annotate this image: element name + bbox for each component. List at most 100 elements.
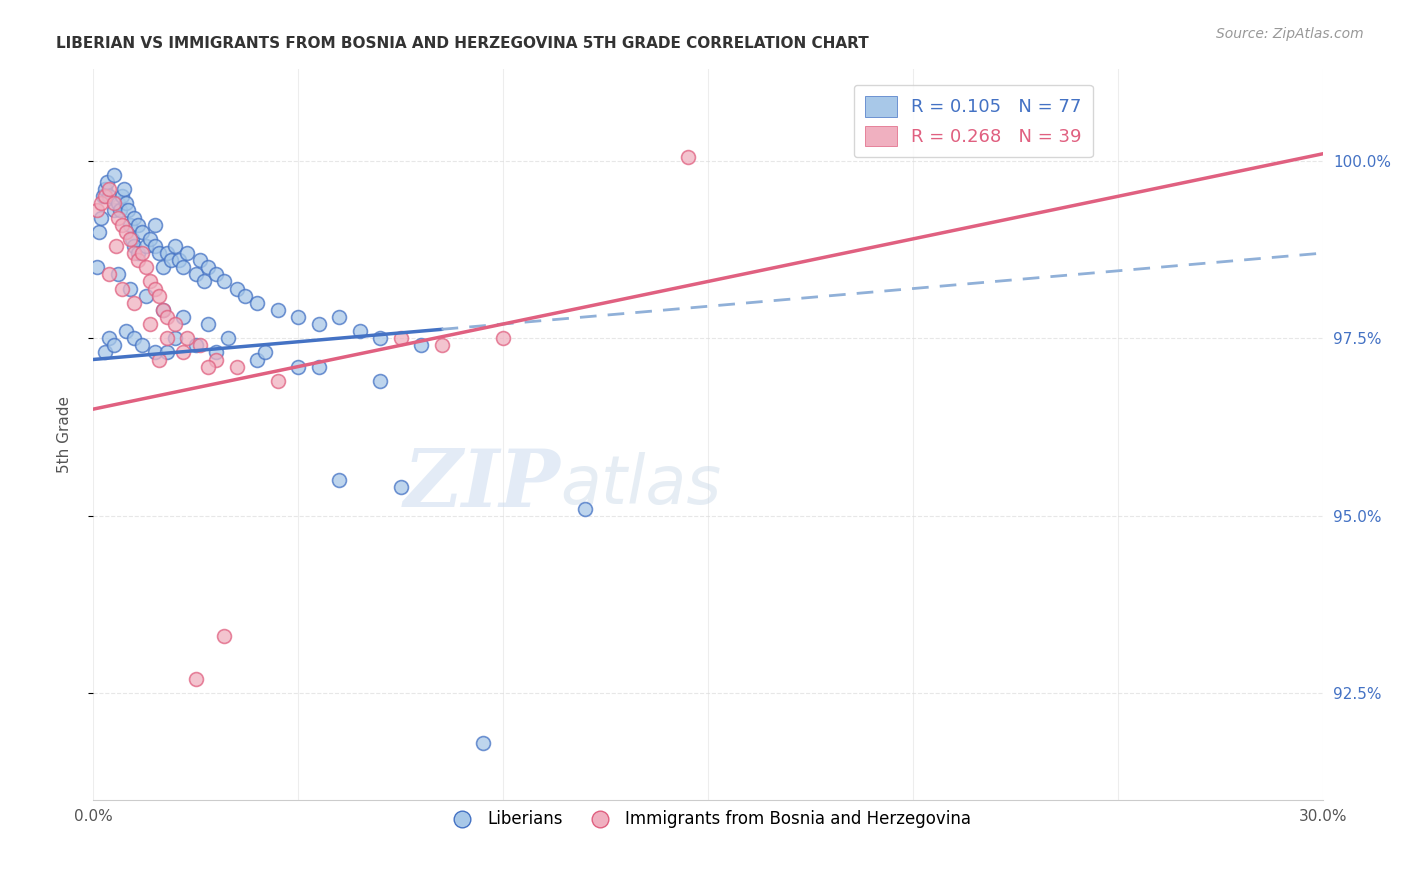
Point bbox=[114, 196, 136, 211]
Point bbox=[111, 218, 134, 232]
Point bbox=[676, 150, 699, 164]
Point bbox=[409, 338, 432, 352]
Point bbox=[163, 331, 186, 345]
Point bbox=[135, 260, 157, 275]
Point bbox=[287, 359, 309, 374]
Point bbox=[139, 317, 162, 331]
Point bbox=[266, 302, 288, 317]
Point bbox=[156, 310, 179, 324]
Point bbox=[172, 345, 194, 359]
Point bbox=[90, 211, 112, 225]
Point bbox=[122, 211, 145, 225]
Point bbox=[308, 317, 330, 331]
Point bbox=[205, 345, 228, 359]
Point bbox=[103, 338, 125, 352]
Point bbox=[118, 218, 141, 232]
Point bbox=[114, 225, 136, 239]
Point bbox=[131, 246, 153, 260]
Point bbox=[148, 246, 170, 260]
Point bbox=[90, 196, 112, 211]
Text: atlas: atlas bbox=[561, 452, 721, 518]
Point bbox=[172, 310, 194, 324]
Point bbox=[127, 246, 149, 260]
Point bbox=[148, 352, 170, 367]
Point bbox=[233, 288, 256, 302]
Point bbox=[172, 260, 194, 275]
Point bbox=[389, 331, 412, 345]
Point bbox=[94, 182, 117, 196]
Point bbox=[143, 239, 166, 253]
Point bbox=[139, 275, 162, 289]
Point bbox=[98, 189, 121, 203]
Point bbox=[122, 295, 145, 310]
Point bbox=[197, 317, 219, 331]
Point bbox=[111, 189, 134, 203]
Point bbox=[127, 218, 149, 232]
Point bbox=[94, 345, 117, 359]
Point bbox=[122, 331, 145, 345]
Point bbox=[471, 736, 494, 750]
Point bbox=[163, 317, 186, 331]
Point bbox=[205, 352, 228, 367]
Text: ZIP: ZIP bbox=[404, 446, 561, 524]
Point bbox=[139, 232, 162, 246]
Point bbox=[574, 501, 596, 516]
Point bbox=[184, 672, 207, 686]
Point bbox=[103, 196, 125, 211]
Point bbox=[111, 281, 134, 295]
Point bbox=[197, 260, 219, 275]
Point bbox=[328, 473, 350, 487]
Point bbox=[188, 253, 211, 268]
Point bbox=[246, 352, 269, 367]
Point bbox=[184, 268, 207, 282]
Point bbox=[135, 239, 157, 253]
Point bbox=[167, 253, 190, 268]
Point bbox=[89, 225, 111, 239]
Point bbox=[246, 295, 269, 310]
Point bbox=[212, 275, 235, 289]
Point bbox=[368, 331, 391, 345]
Point bbox=[98, 268, 121, 282]
Point bbox=[96, 175, 118, 189]
Point bbox=[308, 359, 330, 374]
Point bbox=[122, 246, 145, 260]
Point bbox=[118, 232, 141, 246]
Point bbox=[225, 281, 247, 295]
Point bbox=[127, 253, 149, 268]
Point bbox=[131, 225, 153, 239]
Point bbox=[108, 203, 131, 218]
Point bbox=[430, 338, 453, 352]
Point bbox=[143, 218, 166, 232]
Point bbox=[176, 246, 198, 260]
Point bbox=[193, 275, 215, 289]
Point bbox=[103, 203, 125, 218]
Point bbox=[184, 338, 207, 352]
Point bbox=[118, 281, 141, 295]
Point bbox=[91, 189, 114, 203]
Legend: Liberians, Immigrants from Bosnia and Herzegovina: Liberians, Immigrants from Bosnia and He… bbox=[439, 804, 977, 835]
Point bbox=[205, 268, 228, 282]
Point bbox=[107, 211, 129, 225]
Point bbox=[98, 182, 121, 196]
Point bbox=[156, 246, 179, 260]
Point bbox=[212, 629, 235, 643]
Point bbox=[148, 288, 170, 302]
Point bbox=[143, 281, 166, 295]
Point bbox=[122, 239, 145, 253]
Point bbox=[188, 338, 211, 352]
Point bbox=[107, 268, 129, 282]
Point bbox=[135, 288, 157, 302]
Point bbox=[254, 345, 277, 359]
Point bbox=[197, 359, 219, 374]
Point bbox=[156, 331, 179, 345]
Point bbox=[103, 168, 125, 182]
Point bbox=[112, 182, 135, 196]
Point bbox=[152, 302, 174, 317]
Point bbox=[117, 203, 139, 218]
Point bbox=[104, 239, 127, 253]
Point bbox=[156, 345, 179, 359]
Point bbox=[152, 260, 174, 275]
Point bbox=[217, 331, 239, 345]
Text: Source: ZipAtlas.com: Source: ZipAtlas.com bbox=[1216, 27, 1364, 41]
Point bbox=[131, 338, 153, 352]
